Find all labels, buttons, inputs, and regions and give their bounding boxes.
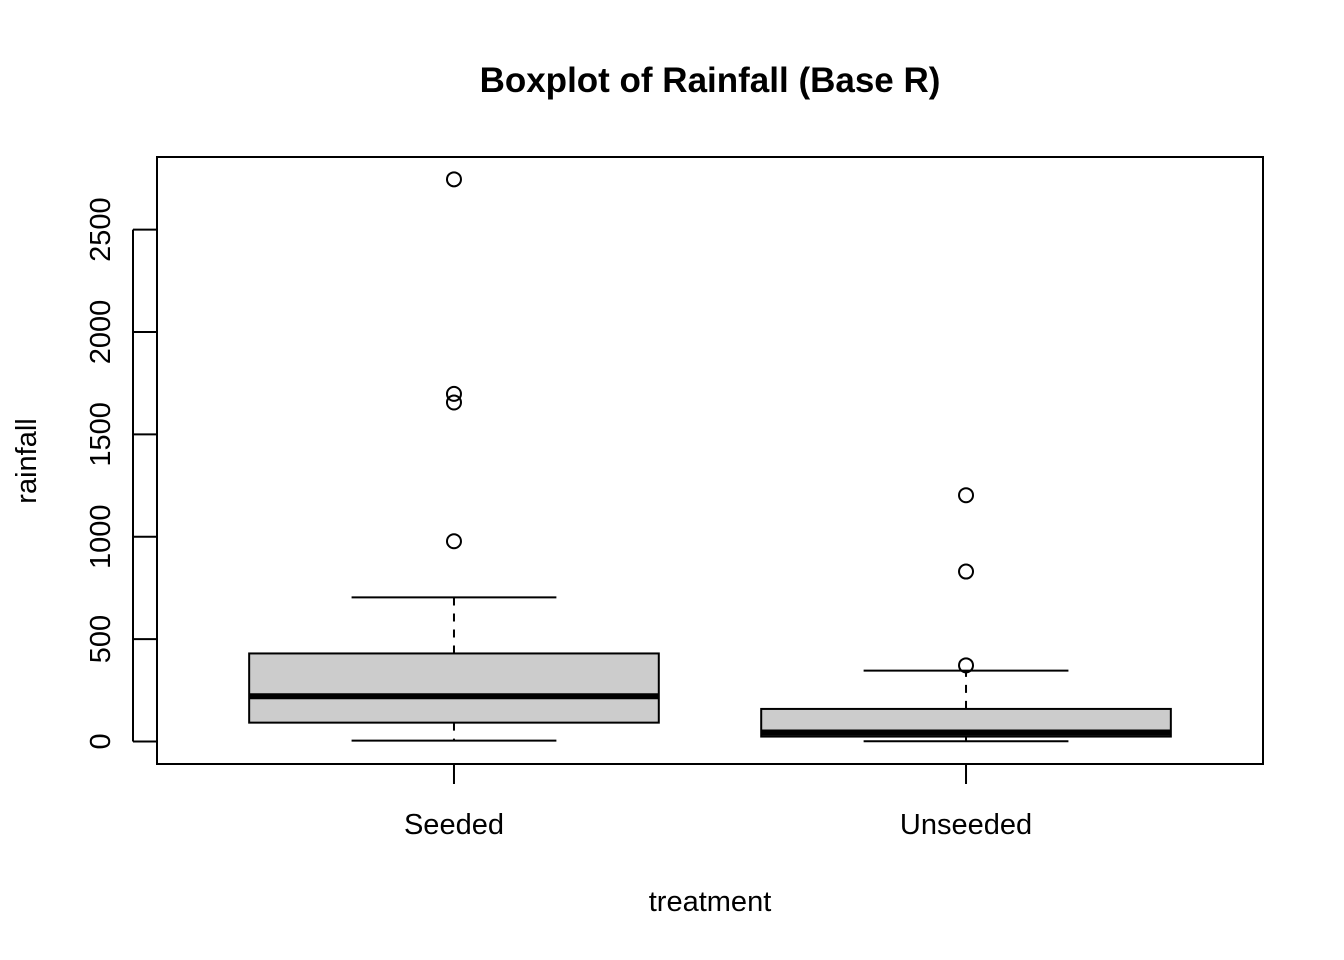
y-tick-label: 500 <box>85 615 117 663</box>
chart-title: Boxplot of Rainfall (Base R) <box>480 61 941 100</box>
outlier-point <box>445 171 462 188</box>
y-tick-label: 1500 <box>85 402 117 467</box>
y-axis-label: rainfall <box>11 418 43 503</box>
box-seeded <box>248 171 660 742</box>
outlier-point <box>958 563 975 580</box>
box-unseeded <box>760 487 1172 743</box>
outlier-point <box>958 487 975 504</box>
y-tick-label: 2000 <box>85 300 117 365</box>
y-tick-label: 0 <box>85 733 117 749</box>
outlier-point <box>445 394 462 411</box>
outlier-point <box>445 385 462 402</box>
x-tick-label: Seeded <box>404 809 504 841</box>
outlier-point <box>958 657 975 674</box>
x-axis-label: treatment <box>649 886 772 918</box>
x-tick-label: Unseeded <box>900 809 1032 841</box>
outlier-point <box>445 533 462 550</box>
y-tick-label: 2500 <box>85 197 117 262</box>
iqr-box <box>248 652 660 724</box>
x-axis: Seeded Unseeded <box>404 763 1032 841</box>
y-axis: 0 500 1000 1500 2000 2500 <box>85 197 157 750</box>
y-tick-label: 1000 <box>85 505 117 570</box>
boxes <box>248 171 1172 743</box>
